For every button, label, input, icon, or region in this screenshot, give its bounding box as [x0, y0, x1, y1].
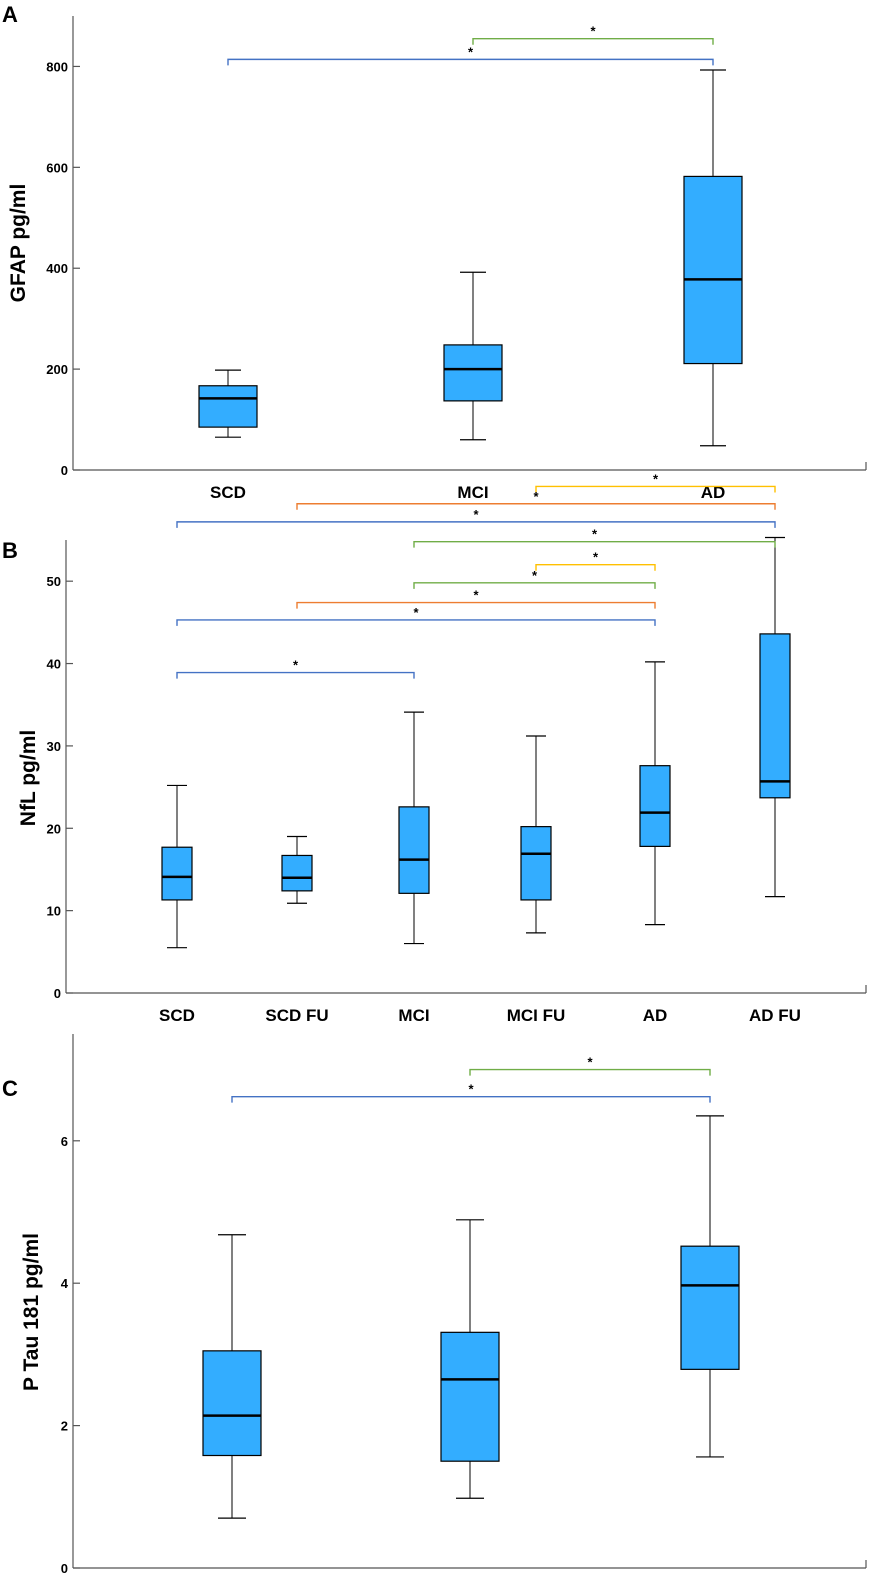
significance-star: * — [532, 568, 538, 583]
box-iqr — [443, 344, 503, 402]
box-iqr — [683, 175, 743, 365]
significance-star: * — [473, 507, 479, 522]
panel-letter-a: A — [2, 2, 18, 27]
box-iqr — [440, 1331, 500, 1462]
y-tick-label: 0 — [61, 463, 68, 478]
panel-letter-c: C — [2, 1076, 18, 1101]
y-tick-label: 40 — [47, 657, 61, 672]
significance-bracket — [469, 1068, 711, 1076]
y-tick-label: 200 — [46, 362, 68, 377]
significance-bracket — [176, 619, 656, 626]
y-tick-label: 800 — [46, 59, 68, 74]
y-tick-label: 0 — [61, 1561, 68, 1576]
y-tick-label: 20 — [47, 821, 61, 836]
box-iqr — [161, 846, 193, 901]
significance-bracket — [296, 601, 656, 609]
x-tick-label: AD — [701, 483, 726, 502]
box-iqr — [398, 806, 430, 894]
y-tick-label: 0 — [54, 986, 61, 1001]
panel-b: B NfL pg/ml 0 10 20 30 40 50 SCD SCD FU MCI MCI FU… — [2, 471, 867, 1025]
y-tick-label: 6 — [61, 1134, 68, 1149]
y-tick-label: 10 — [47, 904, 61, 919]
x-tick-label: MCI — [398, 1006, 429, 1025]
box-iqr — [759, 633, 791, 799]
y-tick-label: 400 — [46, 261, 68, 276]
y-tick-label: 2 — [61, 1419, 68, 1434]
box-iqr — [198, 385, 258, 428]
y-tick-label: 600 — [46, 160, 68, 175]
x-tick-label: SCD — [159, 1006, 195, 1025]
significance-bracket — [231, 1095, 711, 1103]
significance-bracket — [413, 540, 776, 548]
y-axis-title: P Tau 181 pg/ml — [20, 1233, 43, 1391]
y-tick-label: 4 — [61, 1276, 69, 1291]
y-tick-label: 50 — [47, 574, 61, 589]
significance-star: * — [293, 658, 299, 673]
x-tick-label: AD — [643, 1006, 668, 1025]
significance-star: * — [592, 527, 598, 542]
x-tick-label: SCD — [210, 483, 246, 502]
box-iqr — [202, 1350, 262, 1457]
significance-bracket — [176, 671, 415, 679]
x-tick-label: MCI FU — [507, 1006, 566, 1025]
box-iqr — [680, 1245, 740, 1370]
significance-bracket — [176, 521, 776, 528]
panel-letter-b: B — [2, 538, 18, 563]
box-iqr — [520, 826, 552, 901]
y-tick-label: 30 — [47, 739, 61, 754]
box-iqr — [281, 854, 313, 892]
panel-a: A GFAP pg/ml 0 200 400 600 800 SCD MCI AD * * — [2, 2, 867, 502]
significance-star: * — [590, 24, 596, 39]
y-axis-title: GFAP pg/ml — [7, 184, 30, 303]
significance-star: * — [593, 550, 599, 565]
significance-star: * — [653, 471, 659, 486]
x-tick-label: SCD FU — [265, 1006, 328, 1025]
significance-star: * — [468, 1082, 474, 1097]
significance-bracket — [413, 582, 656, 589]
significance-bracket — [535, 485, 776, 493]
x-tick-label: AD FU — [749, 1006, 801, 1025]
y-axis-title: NfL pg/ml — [17, 730, 40, 826]
significance-bracket — [535, 564, 656, 571]
x-tick-label: MCI — [457, 483, 488, 502]
significance-star: * — [468, 44, 474, 59]
significance-bracket — [227, 58, 714, 66]
significance-star: * — [533, 489, 539, 504]
significance-bracket — [472, 38, 714, 45]
box-iqr — [639, 765, 671, 847]
panel-c: C P Tau 181 pg/ml0246SCDMCIAD** — [2, 1034, 867, 1576]
significance-star: * — [473, 588, 479, 603]
significance-star: * — [587, 1055, 593, 1070]
significance-bracket — [296, 503, 776, 510]
significance-star: * — [413, 605, 419, 620]
